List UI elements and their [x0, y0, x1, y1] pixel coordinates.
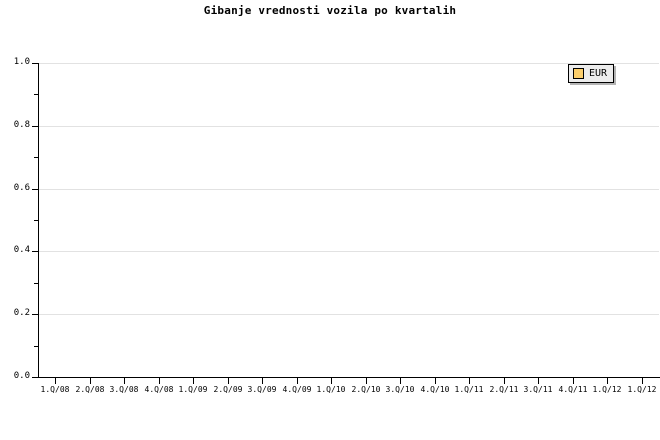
x-axis-tick: [90, 378, 91, 384]
x-axis-tick: [435, 378, 436, 384]
y-axis-tick: [32, 377, 39, 378]
y-axis-minor-tick: [34, 94, 39, 95]
color-swatch-icon: [573, 68, 584, 79]
gridline: [39, 189, 659, 190]
x-axis-tick-label: 3.Q/10: [385, 385, 415, 394]
gridline: [39, 314, 659, 315]
x-axis-tick: [400, 378, 401, 384]
x-axis-tick-label: 1.Q/08: [40, 385, 70, 394]
y-axis-minor-tick: [34, 346, 39, 347]
x-axis-tick: [504, 378, 505, 384]
x-axis-line: [38, 377, 660, 378]
y-axis-tick: [32, 314, 39, 315]
x-axis-tick: [124, 378, 125, 384]
x-axis-tick: [607, 378, 608, 384]
x-axis-tick-label: 1.Q/09: [178, 385, 208, 394]
x-axis-tick: [262, 378, 263, 384]
x-axis-tick: [469, 378, 470, 384]
x-axis-tick: [331, 378, 332, 384]
chart-legend[interactable]: EUR: [568, 64, 615, 83]
x-axis-tick-label: 1.Q/12: [592, 385, 622, 394]
y-axis-minor-tick: [34, 157, 39, 158]
x-axis-tick-label: 2.Q/08: [75, 385, 105, 394]
y-axis-tick-label: 0.2: [13, 308, 30, 318]
x-axis-tick: [159, 378, 160, 384]
x-axis-tick-label: 2.Q/11: [489, 385, 519, 394]
gridline: [39, 251, 659, 252]
gridline: [39, 126, 659, 127]
y-axis-tick-label: 0.0: [13, 371, 30, 381]
y-axis-tick: [32, 126, 39, 127]
x-axis-tick-label: 1.Q/10: [316, 385, 346, 394]
x-axis-tick-label: 2.Q/10: [351, 385, 381, 394]
x-axis-tick-label: 4.Q/08: [144, 385, 174, 394]
x-axis-tick: [193, 378, 194, 384]
y-axis-tick: [32, 251, 39, 252]
legend-item-label: EUR: [589, 68, 608, 79]
x-axis-tick-label: 4.Q/09: [282, 385, 312, 394]
x-axis-tick-label: 3.Q/11: [523, 385, 553, 394]
y-axis-tick: [32, 189, 39, 190]
x-axis-tick-label: 4.Q/11: [558, 385, 588, 394]
chart-title: Gibanje vrednosti vozila po kvartalih: [203, 4, 457, 17]
x-axis-tick: [573, 378, 574, 384]
x-axis-tick: [642, 378, 643, 384]
x-axis-tick-label: 2.Q/09: [213, 385, 243, 394]
y-axis-tick-label: 1.0: [13, 57, 30, 67]
x-axis-tick: [297, 378, 298, 384]
x-axis-tick: [366, 378, 367, 384]
x-axis-tick-label: 4.Q/10: [420, 385, 450, 394]
gridline: [39, 63, 659, 64]
plot-area: [38, 63, 659, 377]
x-axis-tick-label: 1.Q/12: [627, 385, 657, 394]
y-axis-tick-label: 0.4: [13, 245, 30, 255]
x-axis-tick-label: 3.Q/08: [109, 385, 139, 394]
y-axis-minor-tick: [34, 220, 39, 221]
x-axis-tick-label: 1.Q/11: [454, 385, 484, 394]
x-axis-tick-label: 3.Q/09: [247, 385, 277, 394]
x-axis-tick: [55, 378, 56, 384]
y-axis-tick-label: 0.8: [13, 120, 30, 130]
y-axis-tick-label: 0.6: [13, 183, 30, 193]
y-axis-minor-tick: [34, 283, 39, 284]
y-axis-tick: [32, 63, 39, 64]
x-axis-tick: [228, 378, 229, 384]
x-axis-tick: [538, 378, 539, 384]
